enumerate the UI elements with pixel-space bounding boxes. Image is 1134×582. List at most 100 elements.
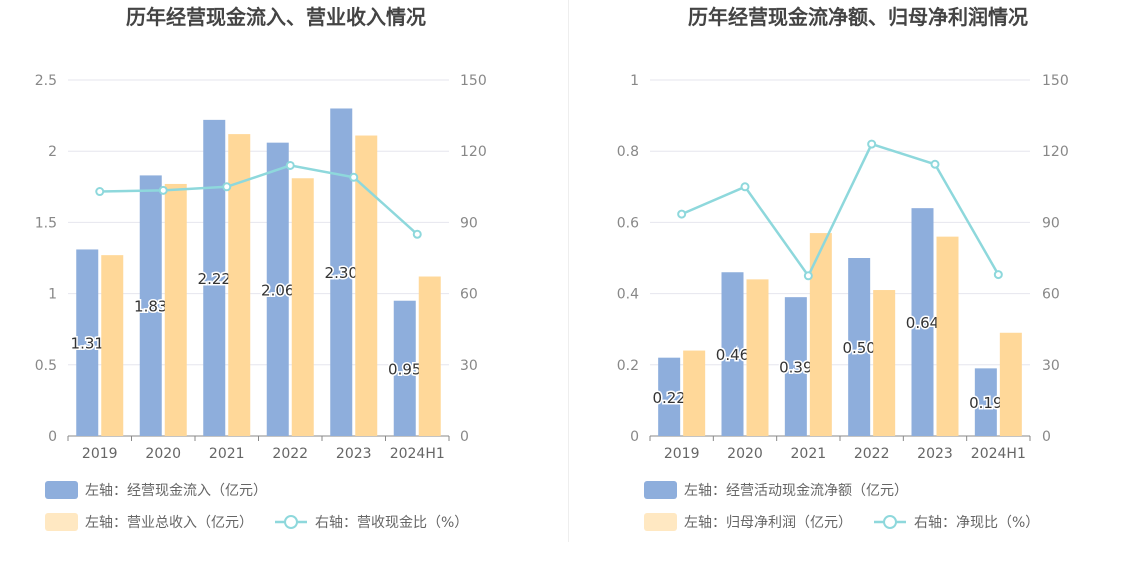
bar [355,135,378,436]
right-axis-tick: 30 [1042,358,1060,374]
line-series [99,164,419,236]
bar [291,178,314,437]
legend-swatch [644,481,677,499]
x-axis-tick: 2021 [791,446,827,462]
bar [683,350,706,436]
right-axis-tick: 120 [460,144,487,160]
bar [784,297,807,436]
chart-title: 历年经营现金流净额、归母净利润情况 [688,5,1028,29]
net-cash-flow-profit-chart: 历年经营现金流净额、归母净利润情况 0 0.2 0.4 0.6 0.8 1 0 30 60 90 12… [617,5,1069,531]
line-point [677,209,687,219]
bar [873,290,896,436]
bar-data-label: 2.06 [261,281,294,299]
legend-swatch [45,513,78,531]
right-axis-tick: 90 [1042,215,1060,231]
x-axis-tick: 2019 [664,446,700,462]
cash-inflow-revenue-chart: 历年经营现金流入、营业收入情况 0 0.5 1 1.5 2 2.5 0 30 60 90 120 150… [35,5,487,531]
right-axis-tick: 0 [460,429,469,445]
x-axis-tick: 2021 [209,446,245,462]
x-axis-tick: 2024H1 [971,446,1026,462]
right-axis-tick: 60 [1042,287,1060,303]
legend-swatch [644,513,677,531]
x-axis-tick: 2019 [82,446,118,462]
left-axis-tick: 0.6 [617,215,639,231]
right-axis-tick: 60 [460,287,478,303]
bar [721,272,744,436]
x-axis-tick: 2023 [336,446,372,462]
left-axis-tick: 1.5 [35,215,57,231]
right-axis-tick: 150 [1042,73,1069,89]
line-point [867,139,877,149]
legend-line-marker [284,515,298,529]
bar-data-label: 0.39 [779,359,812,377]
bar [911,208,934,436]
x-axis-tick: 2020 [727,446,763,462]
legend-label: 左轴：经营活动现金流净额（亿元） [684,483,908,499]
x-axis-tick: 2024H1 [390,446,445,462]
bar [139,175,162,436]
left-axis-tick: 1 [48,287,57,303]
bar [76,249,99,436]
bar [809,233,832,436]
legend-label: 左轴：营业总收入（亿元） [85,515,253,531]
bar [393,300,416,436]
x-axis-tick: 2023 [917,446,953,462]
left-axis-tick: 0.4 [617,287,639,303]
left-axis-tick: 0.5 [35,358,57,374]
left-axis-tick: 0 [630,429,639,445]
bar-data-label: 2.22 [198,270,231,288]
bar [999,332,1022,436]
bar [848,258,871,436]
bar-data-label: 0.50 [842,339,875,357]
bar-data-label: 0.19 [969,394,1002,412]
right-axis-tick: 150 [460,73,487,89]
legend-label: 左轴：归母净利润（亿元） [684,514,852,531]
left-axis-tick: 1 [630,73,639,89]
legend-label: 右轴：营收现金比（%） [315,515,468,531]
legend-line-marker [883,515,897,529]
bar [974,368,997,436]
legend-label: 左轴：经营现金流入（亿元） [85,483,267,499]
legend-swatch [45,481,78,499]
bar [266,142,289,436]
bar [164,183,187,436]
line-series [681,142,1000,279]
line-point [412,229,422,239]
left-axis-tick: 0 [48,429,57,445]
x-axis-tick: 2020 [145,446,181,462]
right-axis-tick: 120 [1042,144,1069,160]
line-point [349,172,359,182]
line-point [740,182,750,192]
bar-data-label: 1.31 [71,335,104,353]
line-point [222,182,232,192]
bar [658,357,681,436]
left-axis-tick: 2 [48,144,57,160]
bar [228,134,251,436]
bar [330,108,353,436]
x-axis-tick: 2022 [272,446,308,462]
line-point [993,270,1003,280]
bar-data-label: 0.46 [716,346,749,364]
line-point [95,187,105,197]
bar [101,255,124,436]
left-axis-tick: 2.5 [35,73,57,89]
chart-divider [568,0,569,542]
line-point [285,160,295,170]
bar [936,236,959,436]
bar-data-label: 2.30 [325,264,358,282]
right-axis-tick: 0 [1042,429,1051,445]
bar-data-label: 0.22 [652,389,685,407]
line-point [930,159,940,169]
right-axis-tick: 30 [460,358,478,374]
right-axis-tick: 90 [460,215,478,231]
bar-data-label: 0.95 [388,360,421,378]
bar-data-label: 0.64 [906,314,939,332]
line-point [803,271,813,281]
legend-label: 右轴：净现比（%） [914,515,1039,531]
left-axis-tick: 0.2 [617,358,639,374]
bar [746,279,769,436]
x-axis-tick: 2022 [854,446,890,462]
bar-data-label: 1.83 [134,298,167,316]
bar [203,119,226,436]
left-axis-tick: 0.8 [617,144,639,160]
